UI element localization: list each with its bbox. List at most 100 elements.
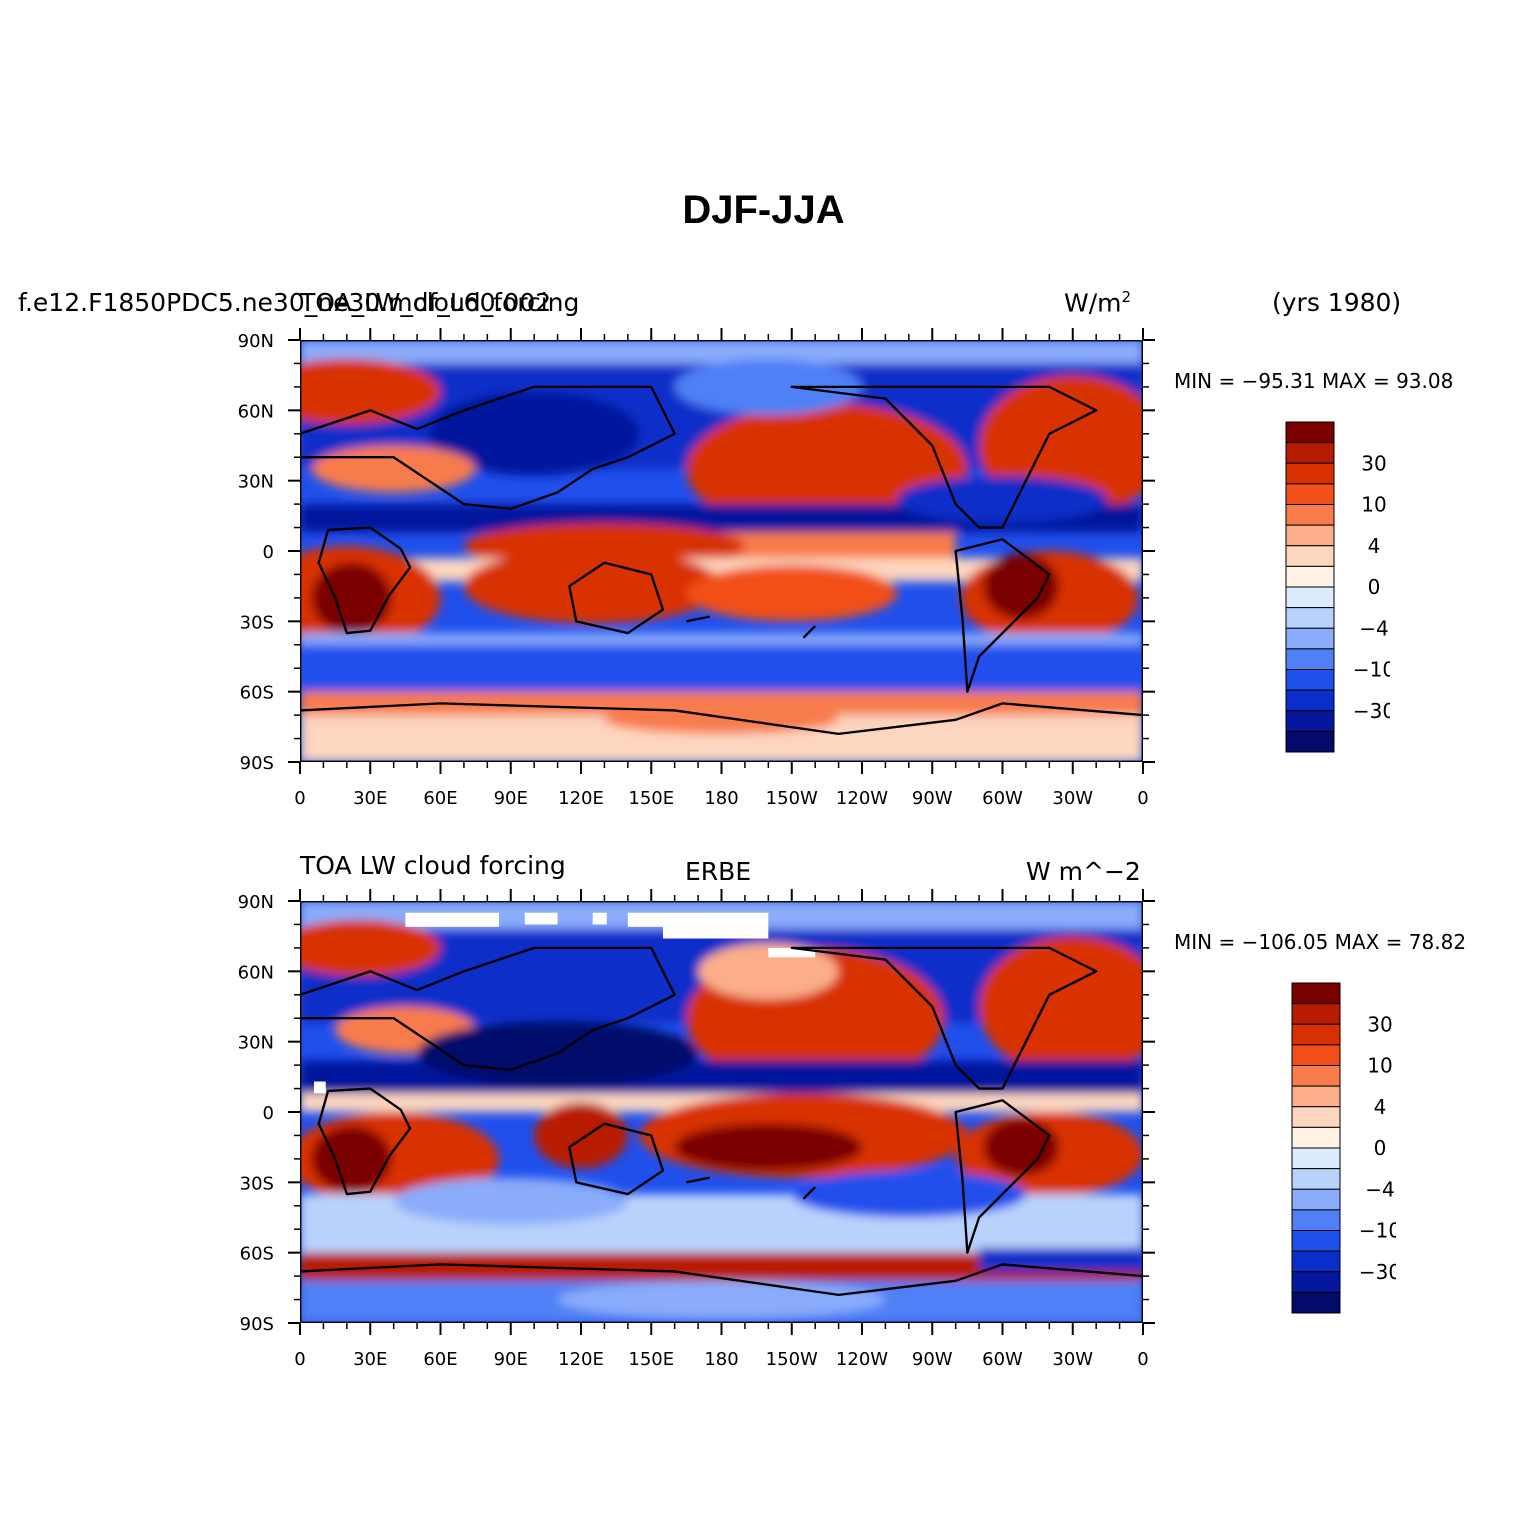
panel1-units-text: W/m <box>1064 288 1122 318</box>
panel1-lat-label: 30S <box>240 612 274 633</box>
panel1-colorbar-label: 10 <box>1361 493 1386 517</box>
panel2-missing-data <box>314 912 816 1094</box>
panel1-colorbar-box <box>1285 565 1335 588</box>
panel1-colorbar-box <box>1285 627 1335 650</box>
panel1-lon-label: 30E <box>353 788 387 809</box>
panel1-colorbar-box <box>1285 607 1335 629</box>
panel2-colorbar-label: −30 <box>1359 1260 1396 1284</box>
panel1-lon-label: 60E <box>423 788 457 809</box>
panel1-variable-label: TOA_LW_cloud_forcing <box>300 288 580 317</box>
panel2-center-label: ERBE <box>685 857 752 886</box>
panel1-lon-label: 90E <box>494 788 528 809</box>
panel1-lat-label: 0 <box>263 542 274 563</box>
figure-title: DJF-JJA <box>682 188 845 232</box>
panel2-colorbar-label: 0 <box>1374 1136 1387 1160</box>
panel2-colorbar-box <box>1291 1065 1341 1087</box>
panel2-colorbar-box <box>1291 1188 1341 1211</box>
panel1-years: (yrs 1980) <box>1272 288 1402 317</box>
panel1-lat-label: 60N <box>238 401 274 422</box>
panel2-lat-label: 0 <box>263 1103 274 1124</box>
panel1-colorbar-box <box>1285 483 1335 505</box>
panel2-colorbar-label: 4 <box>1374 1095 1387 1119</box>
panel1-lon-label: 120E <box>558 788 604 809</box>
panel1-lat-label: 90N <box>238 331 274 352</box>
panel2-colorbar-label: 10 <box>1367 1054 1392 1078</box>
panel2-lon-label: 30W <box>1052 1349 1093 1370</box>
panel1-lon-label: 180 <box>704 788 738 809</box>
panel1-lat-label: 90S <box>240 753 274 774</box>
panel1-lon-label: 120W <box>836 788 888 809</box>
panel2-colorbar-box <box>1291 1044 1341 1066</box>
panel2-colorbar-box <box>1291 1209 1341 1231</box>
panel1-colorbar-box <box>1285 648 1335 670</box>
panel2-colorbar-box <box>1291 1003 1341 1025</box>
panel2-colorbar-label: 30 <box>1367 1012 1392 1036</box>
panel2-lat-label: 60S <box>240 1244 274 1265</box>
panel2-lon-label: 180 <box>704 1349 738 1370</box>
panel2-lat-label: 60N <box>238 962 274 983</box>
panel2-lat-label: 30N <box>238 1033 274 1054</box>
panel1-colorbar-label: −4 <box>1359 616 1388 640</box>
panel1-contour-field <box>300 340 1143 762</box>
panel2-contour-field <box>300 901 1143 1323</box>
panel1-coastlines <box>300 385 1143 736</box>
panel2-variable-label: TOA LW cloud forcing <box>300 851 566 880</box>
panel1-colorbar-box <box>1285 689 1335 712</box>
panel2-colorbar-box <box>1291 1271 1341 1293</box>
panel2-map <box>300 901 1143 1323</box>
panel2-colorbar-label: −10 <box>1359 1219 1396 1243</box>
panel1-lat-label: 30N <box>238 472 274 493</box>
panel2-lon-label: 90W <box>912 1349 953 1370</box>
panel1-lon-label: 150E <box>628 788 674 809</box>
panel1-colorbar: 30 10 4 0 −4 −10 −30 <box>1285 421 1390 753</box>
panel1-colorbar-box <box>1285 730 1335 753</box>
panel1-lon-label: 30W <box>1052 788 1093 809</box>
panel1-colorbar-label: −30 <box>1353 699 1390 723</box>
panel1-lon-label: 0 <box>1137 788 1148 809</box>
panel2-lon-label: 0 <box>294 1349 305 1370</box>
panel2-colorbar: 30 10 4 0 −4 −10 −30 <box>1291 982 1396 1314</box>
panel1-colorbar-box <box>1285 586 1335 609</box>
panel1-colorbar-label: −10 <box>1353 658 1390 682</box>
panel2-colorbar-box <box>1291 1168 1341 1190</box>
panel1-colorbar-box <box>1285 524 1335 547</box>
panel2-lat-label: 90N <box>238 892 274 913</box>
panel1-units: W/m2 <box>1064 288 1131 317</box>
panel2-colorbar-box <box>1291 1250 1341 1273</box>
panel2-colorbar-box <box>1291 1147 1341 1170</box>
panel2-coastlines <box>300 946 1143 1297</box>
panel1-colorbar-box <box>1285 421 1335 444</box>
panel1-units-superscript: 2 <box>1121 288 1132 306</box>
panel2-lon-label: 120W <box>836 1349 888 1370</box>
panel2-colorbar-box <box>1291 1106 1341 1128</box>
panel2-colorbar-box <box>1291 1230 1341 1252</box>
panel2-lon-label: 60E <box>423 1349 457 1370</box>
panel2-colorbar-box <box>1291 1085 1341 1108</box>
panel1-lon-label: 150W <box>766 788 818 809</box>
panel2-lon-label: 90E <box>494 1349 528 1370</box>
panel1-colorbar-box <box>1285 462 1335 485</box>
panel2-colorbar-box <box>1291 1291 1341 1314</box>
panel2-lon-label: 30E <box>353 1349 387 1370</box>
panel1-colorbar-box <box>1285 442 1335 464</box>
panel2-lon-label: 0 <box>1137 1349 1148 1370</box>
panel2-units: W m^−2 <box>1026 857 1141 886</box>
panel2-colorbar-box <box>1291 1126 1341 1149</box>
panel2-lon-label: 150W <box>766 1349 818 1370</box>
panel2-min-max: MIN = −106.05 MAX = 78.82 <box>1174 930 1467 954</box>
panel1-lat-label: 60S <box>240 683 274 704</box>
panel1-case-name: f.e12.F1850PDC5.ne30_ne30.mdf_L60.002 <box>18 288 552 317</box>
panel1-min-max: MIN = −95.31 MAX = 93.08 <box>1174 369 1454 393</box>
panel2-lon-label: 150E <box>628 1349 674 1370</box>
panel2-lon-label: 60W <box>982 1349 1023 1370</box>
panel1-colorbar-box <box>1285 545 1335 567</box>
panel2-lon-label: 120E <box>558 1349 604 1370</box>
panel2-lat-label: 30S <box>240 1173 274 1194</box>
panel1-colorbar-label: 4 <box>1368 534 1381 558</box>
panel1-lon-label: 0 <box>294 788 305 809</box>
panel1-colorbar-box <box>1285 504 1335 526</box>
panel1-colorbar-box <box>1285 710 1335 732</box>
panel1-colorbar-box <box>1285 669 1335 691</box>
panel2-colorbar-box <box>1291 982 1341 1005</box>
